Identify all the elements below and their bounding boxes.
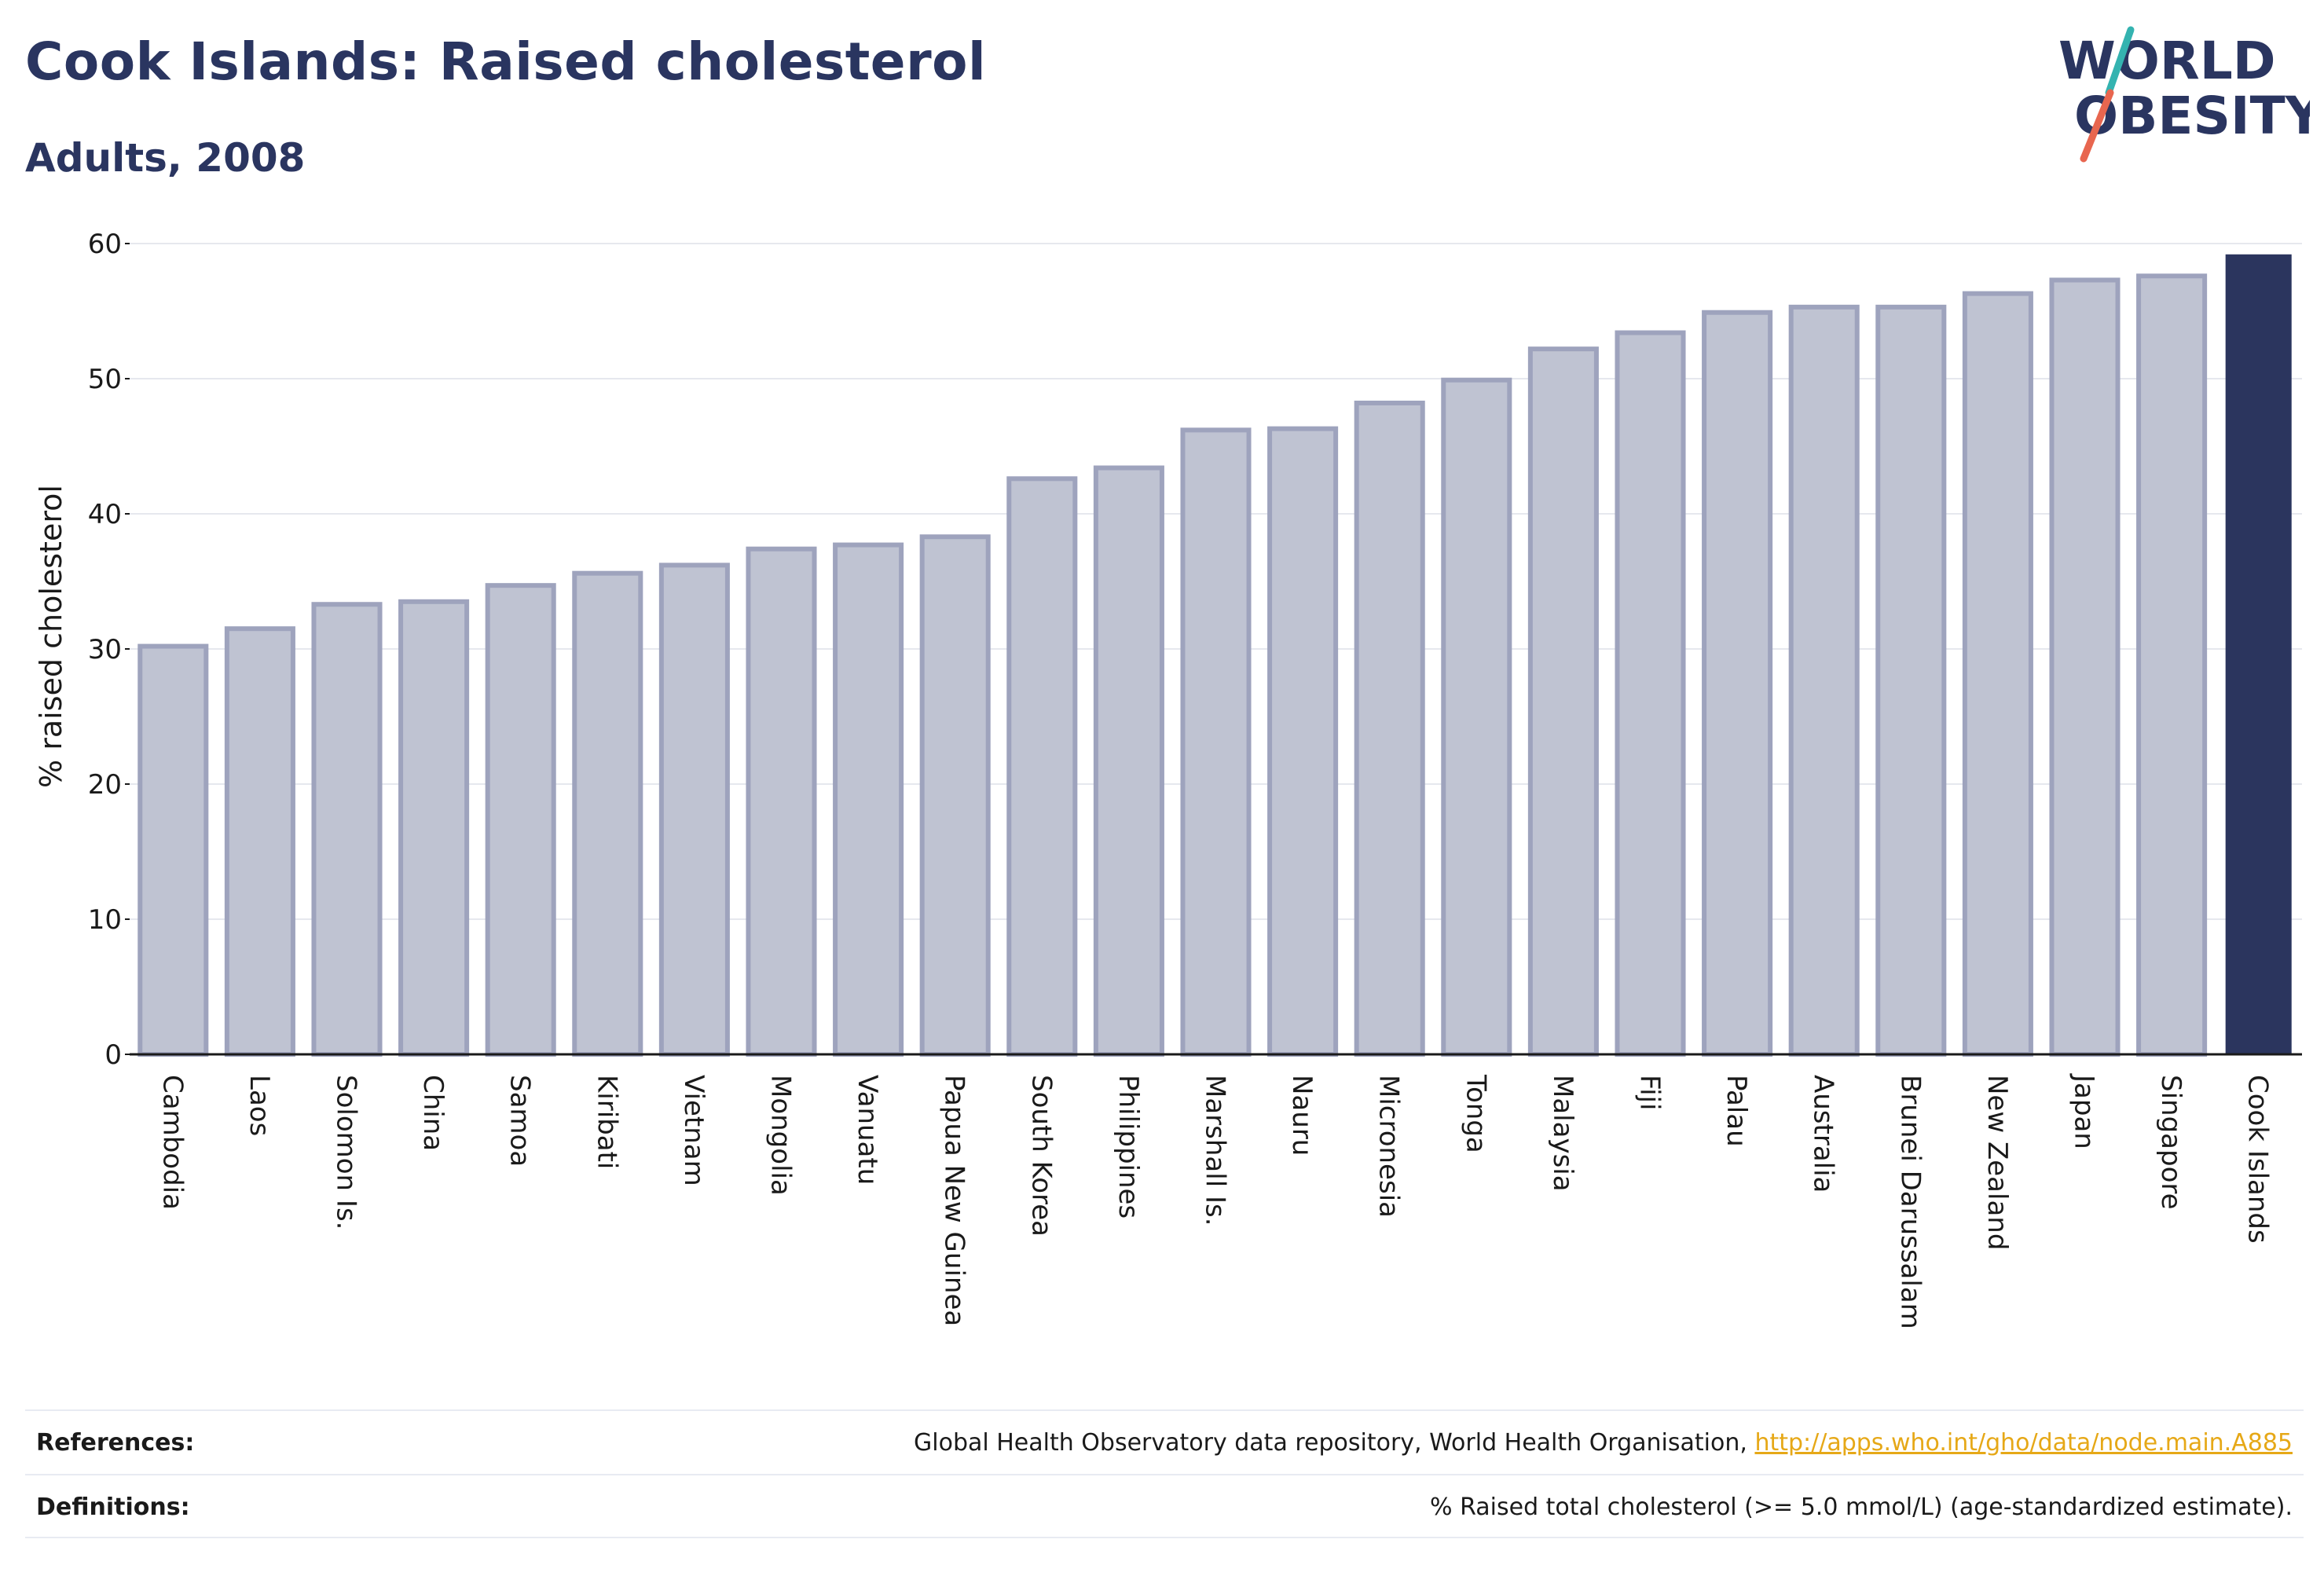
y-tick-label: 0 (104, 1039, 122, 1071)
x-tick-label: Palau (1721, 1075, 1752, 1147)
x-tick-label: Samoa (504, 1075, 536, 1167)
x-tick-label: Marshall Is. (1200, 1075, 1231, 1226)
x-tick-label: Nauru (1286, 1075, 1318, 1156)
y-tick-label: 20 (88, 769, 122, 801)
bar-papua-new-guinea (919, 534, 991, 1057)
bar-chart: 0 10 20 30 40 50 60 Cambodia Laos Solomon Is. Chi… (34, 229, 2302, 1329)
bar-cambodia (137, 643, 209, 1057)
x-tick-label: Vanuatu (852, 1075, 883, 1185)
x-tick-label: Brunei Darussalam (1894, 1075, 1926, 1329)
definitions-text: % Raised total cholesterol (>= 5.0 mmol/… (1430, 1493, 2293, 1521)
x-tick-label: Papua New Guinea (939, 1075, 970, 1326)
bar-layer (137, 254, 2292, 1057)
x-tick-label: Cambodia (156, 1075, 188, 1210)
y-tick-label: 30 (88, 634, 122, 665)
bar-laos (224, 626, 295, 1057)
bar-vietnam (658, 563, 730, 1057)
references-link[interactable]: http://apps.who.int/gho/data/node.main.A… (1754, 1428, 2293, 1457)
bar-vanuatu (833, 542, 904, 1057)
y-tick-label: 50 (88, 364, 122, 395)
bar-new-zealand (1962, 291, 2033, 1057)
label-layer: Cambodia Laos Solomon Is. China Samoa Kiribat… (156, 1073, 2273, 1329)
bar-china (398, 599, 470, 1057)
bar-mongolia (746, 546, 817, 1057)
definitions-row: Definitions: % Raised total cholesterol … (25, 1474, 2304, 1538)
bar-brunei-darussalam (1875, 304, 1947, 1057)
references-text: Global Health Observatory data repositor… (914, 1428, 1755, 1457)
x-tick-label: South Korea (1025, 1075, 1057, 1237)
y-tick-label: 40 (88, 499, 122, 530)
bar-south-korea (1006, 476, 1078, 1057)
x-tick-label: Australia (1808, 1075, 1839, 1193)
x-tick-label: New Zealand (1981, 1075, 2013, 1250)
chart-subtitle: Adults, 2008 (25, 135, 306, 181)
x-tick-label: Laos (244, 1075, 275, 1136)
x-tick-label: Singapore (2155, 1075, 2187, 1210)
bar-tonga (1441, 377, 1512, 1057)
footer-divider (25, 1537, 2304, 1538)
world-obesity-logo: WORLD OBESITY (2058, 26, 2310, 163)
logo-text-top: WORLD (2058, 31, 2276, 91)
x-tick-label: Solomon Is. (331, 1075, 362, 1230)
bar-solomon-is (311, 602, 383, 1057)
x-tick-label: Vietnam (678, 1075, 709, 1186)
bar-singapore (2136, 273, 2208, 1057)
bar-palau (1702, 310, 1773, 1057)
x-tick-label: Tonga (1460, 1074, 1491, 1153)
axis-layer: 0 10 20 30 40 50 60 (88, 229, 2302, 1071)
x-tick-label: Philippines (1113, 1075, 1144, 1219)
definitions-label: Definitions: (36, 1493, 190, 1521)
bar-samoa (485, 583, 556, 1057)
x-tick-label: Mongolia (765, 1075, 797, 1196)
logo-text-bottom: OBESITY (2074, 86, 2310, 146)
x-tick-label: Fiji (1634, 1075, 1666, 1110)
y-tick-label: 60 (88, 229, 122, 260)
x-tick-label: Micronesia (1373, 1075, 1405, 1218)
y-axis-label: % raised cholesterol (34, 485, 68, 788)
bar-micronesia (1354, 400, 1425, 1057)
bar-japan (2049, 277, 2121, 1057)
logo-slash-red (2080, 89, 2114, 163)
bar-kiribati (572, 570, 643, 1057)
x-tick-label: Kiribati (591, 1075, 622, 1169)
references-label: References: (36, 1428, 195, 1457)
references-row: References: Global Health Observatory da… (25, 1409, 2304, 1474)
x-tick-label: Malaysia (1547, 1075, 1578, 1192)
chart-title: Cook Islands: Raised cholesterol (25, 31, 987, 92)
x-tick-label: Japan (2069, 1073, 2100, 1149)
x-tick-label: Cook Islands (2242, 1075, 2274, 1244)
x-tick-label: China (417, 1075, 449, 1151)
bar-fiji (1615, 330, 1686, 1057)
bar-australia (1788, 304, 1860, 1057)
bar-marshall-is (1180, 427, 1252, 1057)
bar-philippines (1093, 465, 1164, 1057)
references-value: Global Health Observatory data repositor… (914, 1429, 2304, 1457)
logo-slash-teal (2105, 26, 2135, 97)
bar-cook-islands (2225, 254, 2292, 1054)
bar-malaysia (1527, 346, 1599, 1057)
bar-nauru (1267, 426, 1339, 1057)
y-tick-label: 10 (88, 904, 122, 936)
